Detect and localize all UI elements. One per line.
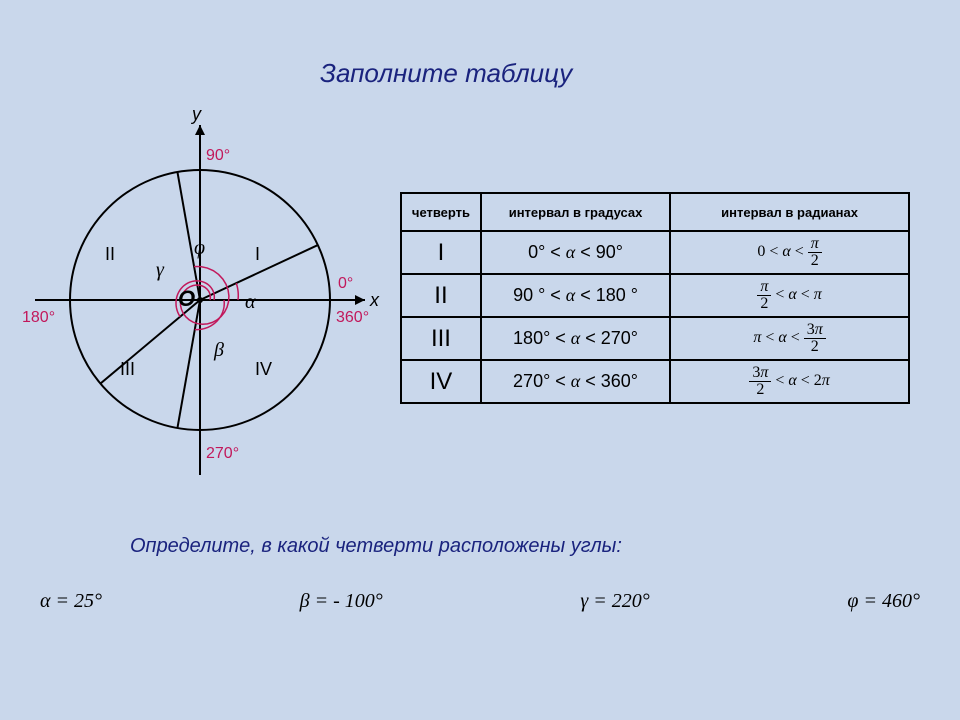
svg-text:φ: φ xyxy=(194,237,205,259)
svg-text:III: III xyxy=(120,359,135,379)
radian-cell: 3π2 < α < 2π xyxy=(670,360,909,403)
table-row: II90 ° < α < 180 °π2 < α < π xyxy=(401,274,909,317)
table-header: интервал в градусах xyxy=(481,193,670,231)
svg-text:360°: 360° xyxy=(336,309,369,326)
quadrant-cell: II xyxy=(401,274,481,317)
quadrant-table: четвертьинтервал в градусахинтервал в ра… xyxy=(400,192,910,404)
svg-text:O: O xyxy=(178,286,195,311)
svg-text:I: I xyxy=(255,244,260,264)
radian-cell: π2 < α < π xyxy=(670,274,909,317)
quadrant-cell: III xyxy=(401,317,481,360)
quadrant-cell: I xyxy=(401,231,481,274)
table-header: интервал в радианах xyxy=(670,193,909,231)
table-row: III180° < α < 270°π < α < 3π2 xyxy=(401,317,909,360)
degree-cell: 180° < α < 270° xyxy=(481,317,670,360)
page-title: Заполните таблицу xyxy=(320,58,572,89)
angle-item: β = - 100° xyxy=(300,590,383,613)
unit-circle-diagram: yxO0°360°90°180°270°IIIIIIIVαβγφ xyxy=(20,100,380,500)
angle-item: γ = 220° xyxy=(580,590,649,613)
svg-text:180°: 180° xyxy=(22,309,55,326)
svg-text:x: x xyxy=(369,290,380,310)
svg-text:II: II xyxy=(105,244,115,264)
angle-item: α = 25° xyxy=(40,590,102,613)
quadrant-cell: IV xyxy=(401,360,481,403)
angles-list: α = 25° β = - 100° γ = 220° φ = 460° xyxy=(40,590,920,613)
svg-text:α: α xyxy=(245,291,256,313)
table-row: IV270° < α < 360°3π2 < α < 2π xyxy=(401,360,909,403)
degree-cell: 0° < α < 90° xyxy=(481,231,670,274)
question-text: Определите, в какой четверти расположены… xyxy=(130,535,622,558)
svg-text:270°: 270° xyxy=(206,445,239,462)
table-row: I0° < α < 90°0 < α < π2 xyxy=(401,231,909,274)
svg-text:IV: IV xyxy=(255,359,272,379)
svg-text:0°: 0° xyxy=(338,275,353,292)
svg-text:90°: 90° xyxy=(206,147,230,164)
svg-text:β: β xyxy=(213,339,224,361)
table-header: четверть xyxy=(401,193,481,231)
radian-cell: 0 < α < π2 xyxy=(670,231,909,274)
svg-text:γ: γ xyxy=(156,259,165,281)
svg-text:y: y xyxy=(190,104,202,124)
radian-cell: π < α < 3π2 xyxy=(670,317,909,360)
degree-cell: 90 ° < α < 180 ° xyxy=(481,274,670,317)
angle-item: φ = 460° xyxy=(847,590,920,613)
degree-cell: 270° < α < 360° xyxy=(481,360,670,403)
